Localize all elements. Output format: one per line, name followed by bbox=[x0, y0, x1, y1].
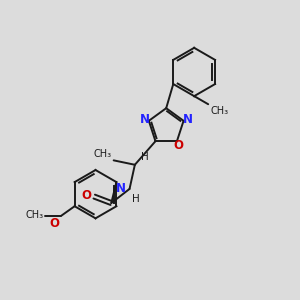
Text: CH₃: CH₃ bbox=[210, 106, 228, 116]
Text: O: O bbox=[173, 139, 183, 152]
Text: CH₃: CH₃ bbox=[94, 149, 112, 159]
Text: H: H bbox=[141, 152, 149, 162]
Text: N: N bbox=[182, 113, 192, 126]
Text: O: O bbox=[82, 189, 92, 202]
Text: N: N bbox=[140, 113, 150, 126]
Text: N: N bbox=[116, 182, 125, 195]
Text: CH₃: CH₃ bbox=[25, 210, 44, 220]
Text: H: H bbox=[133, 194, 140, 204]
Text: O: O bbox=[50, 217, 60, 230]
